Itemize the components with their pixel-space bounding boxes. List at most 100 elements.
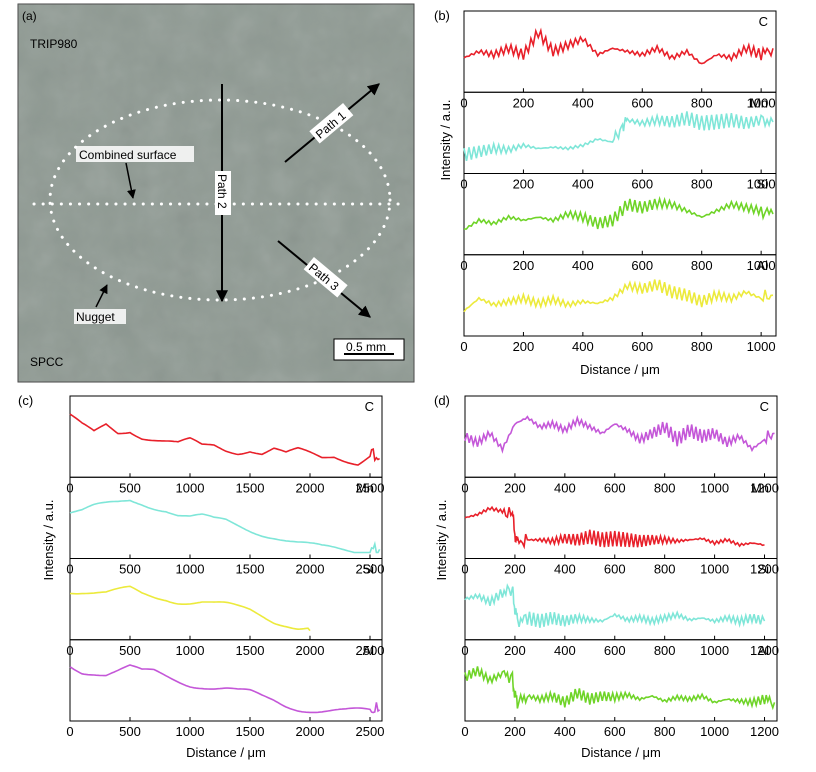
x-tick-label: 600	[631, 258, 653, 273]
x-tick-label: 0	[460, 339, 467, 354]
subpanel-frame	[463, 173, 777, 256]
x-tick-label: 1000	[700, 643, 729, 658]
path-1-label-bg	[309, 102, 354, 144]
series-line-mn	[463, 111, 774, 162]
x-tick-label: 800	[691, 177, 713, 192]
x-tick-label: 400	[554, 724, 576, 739]
series-label: C	[759, 14, 768, 29]
series-line-c	[69, 413, 380, 466]
series-label: Al	[757, 643, 769, 658]
x-tick-label: 600	[631, 339, 653, 354]
panel-label-a: (a)	[22, 9, 37, 23]
x-tick-label: 1000	[700, 724, 729, 739]
x-tick-label: 600	[604, 562, 626, 577]
series-label: Mn	[750, 95, 768, 110]
x-tick-label: 600	[604, 724, 626, 739]
x-tick-label: 2000	[296, 643, 325, 658]
x-tick-label: 400	[572, 177, 594, 192]
series-label: Mn	[751, 480, 769, 495]
x-tick-label: 200	[504, 643, 526, 658]
x-tick-label: 1500	[236, 562, 265, 577]
material-top-label: TRIP980	[30, 37, 78, 51]
x-tick-label: 800	[654, 643, 676, 658]
x-tick-label: 400	[572, 339, 594, 354]
x-tick-label: 2000	[296, 562, 325, 577]
x-tick-label: 400	[572, 95, 594, 110]
series-label: Mn	[356, 480, 374, 495]
panel-label-b: (b)	[434, 8, 450, 23]
series-line-c	[464, 414, 775, 454]
series-label: Al	[362, 643, 374, 658]
subpanel-frame	[464, 639, 778, 722]
series-label: Si	[757, 562, 769, 577]
scale-bar-label: 0.5 mm	[346, 340, 386, 354]
x-tick-label: 200	[504, 480, 526, 495]
x-tick-label: 400	[554, 643, 576, 658]
x-tick-label: 800	[654, 562, 676, 577]
nugget-outline	[48, 98, 392, 302]
nugget-arrow	[95, 284, 108, 308]
x-axis-label: Distance / μm	[580, 362, 660, 377]
x-tick-label: 2500	[356, 480, 385, 495]
series-label: Al	[756, 258, 768, 273]
x-tick-label: 200	[513, 95, 535, 110]
x-tick-label: 800	[691, 95, 713, 110]
x-tick-label: 1000	[176, 724, 205, 739]
x-tick-label: 500	[119, 562, 141, 577]
panel-label-d: (d)	[434, 393, 450, 408]
x-tick-label: 200	[513, 339, 535, 354]
y-axis-label: Intensity / a.u.	[434, 500, 449, 581]
subpanel-frame	[463, 254, 777, 337]
y-axis-label: Intensity / a.u.	[438, 100, 453, 181]
x-tick-label: 0	[461, 724, 468, 739]
series-line-mn	[464, 505, 765, 550]
x-tick-label: 1200	[750, 480, 779, 495]
x-tick-label: 1200	[750, 643, 779, 658]
x-tick-label: 1500	[236, 643, 265, 658]
series-label: C	[365, 399, 374, 414]
x-tick-label: 400	[554, 480, 576, 495]
subpanel-frame	[69, 639, 383, 722]
x-axis-label: Distance / μm	[186, 745, 266, 760]
series-line-al	[464, 666, 776, 711]
subpanel-frame	[69, 395, 383, 478]
combined-surface-label-bg	[76, 146, 194, 162]
x-tick-label: 2000	[296, 480, 325, 495]
nugget-label: Nugget	[76, 310, 115, 324]
subpanel-frame	[69, 558, 383, 641]
series-line-si	[464, 583, 766, 628]
x-tick-label: 400	[572, 258, 594, 273]
nugget-label-bg	[74, 309, 126, 324]
micrograph-panel: (a) TRIP980 SPCC Combined surface Nugget…	[17, 3, 415, 383]
x-tick-label: 800	[654, 724, 676, 739]
x-tick-label: 200	[513, 258, 535, 273]
path-2-label: Path 2	[215, 174, 229, 209]
x-tick-label: 1000	[176, 562, 205, 577]
x-tick-label: 800	[654, 480, 676, 495]
x-tick-label: 800	[691, 258, 713, 273]
x-tick-label: 200	[513, 177, 535, 192]
x-tick-label: 1000	[700, 562, 729, 577]
series-line-mn	[69, 499, 381, 554]
y-axis-label: Intensity / a.u.	[41, 500, 56, 581]
series-label: Si	[756, 177, 768, 192]
x-tick-label: 1200	[750, 724, 779, 739]
x-tick-label: 1000	[747, 177, 776, 192]
series-line-al	[463, 279, 774, 313]
x-tick-label: 2500	[356, 724, 385, 739]
x-tick-label: 500	[119, 724, 141, 739]
subpanel-frame	[464, 395, 778, 478]
x-tick-label: 1000	[747, 95, 776, 110]
combined-surface-arrow	[125, 162, 136, 199]
x-tick-label: 600	[631, 177, 653, 192]
series-line-al	[69, 664, 381, 714]
series-line-si	[463, 195, 774, 230]
combined-surface-label: Combined surface	[79, 148, 177, 162]
series-line-c	[463, 27, 774, 65]
x-tick-label: 2000	[296, 724, 325, 739]
x-tick-label: 1200	[750, 562, 779, 577]
